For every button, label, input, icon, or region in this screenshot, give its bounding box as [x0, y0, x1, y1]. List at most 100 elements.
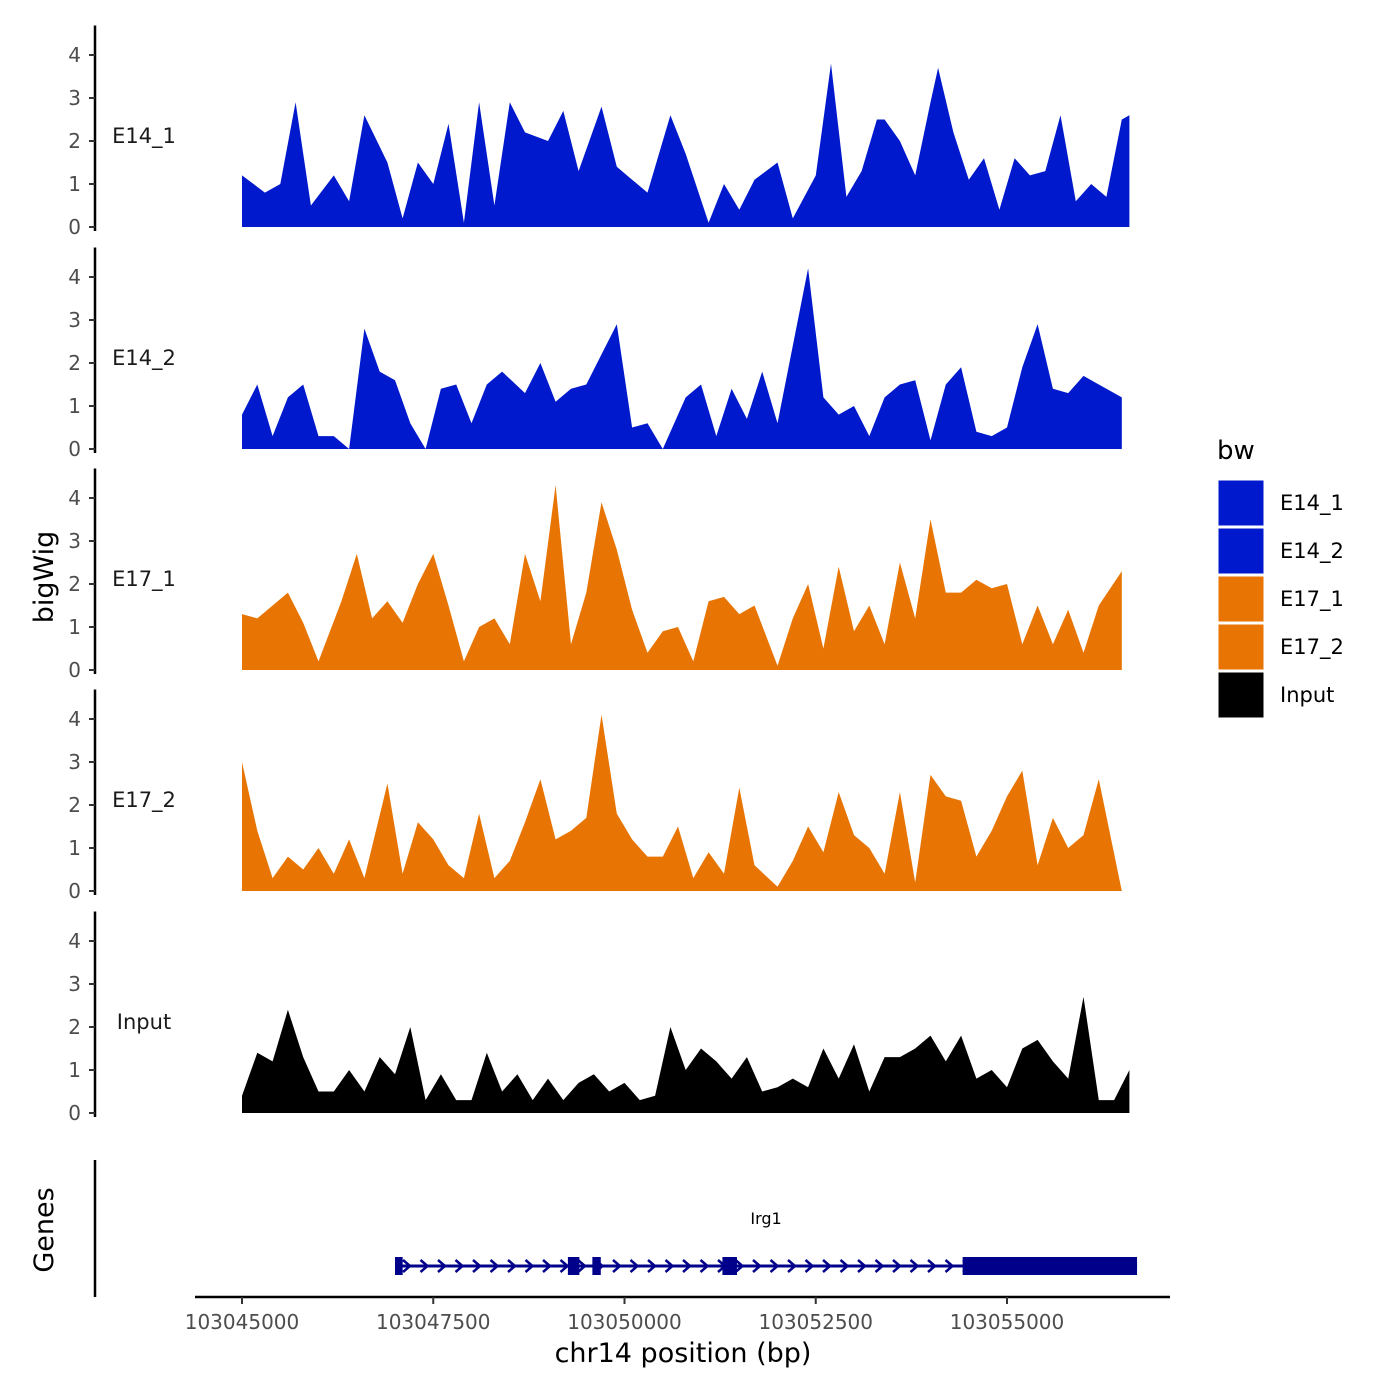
legend-entry: E17_1	[1217, 575, 1344, 623]
track-label: E14_2	[112, 346, 176, 371]
strand-arrow	[909, 1259, 920, 1273]
strand-arrow	[874, 1259, 885, 1273]
y-tick-label: 1	[68, 615, 81, 639]
x-tick-label: 103050000	[567, 1310, 682, 1334]
strand-arrow	[769, 1259, 780, 1273]
legend-entry: E14_1	[1217, 479, 1344, 527]
y-tick-label: 2	[68, 129, 81, 153]
strand-arrow	[437, 1259, 447, 1273]
legend-entry: E14_2	[1217, 527, 1344, 575]
gene-exon	[592, 1257, 601, 1275]
y-tick-label: 2	[68, 1015, 81, 1039]
strand-arrow	[647, 1259, 657, 1273]
track-e17-2: 0 1 2 3 4 E17_2	[68, 689, 1122, 903]
genes-axis-title: Genes	[29, 1187, 60, 1272]
legend-label: E17_1	[1280, 587, 1344, 612]
y-tick-label: 4	[68, 707, 81, 731]
legend-entry: E17_2	[1217, 623, 1344, 671]
strand-arrow	[559, 1259, 570, 1273]
y-tick-label: 3	[68, 308, 81, 332]
legend-entries: E14_1 E14_2 E17_1 E17_2 Input	[1217, 479, 1344, 719]
y-tick-label: 4	[68, 265, 81, 289]
genes-panel: Irg1	[93, 1160, 1138, 1297]
y-tick-label: 4	[68, 929, 81, 953]
signal-area-input	[242, 996, 1130, 1113]
y-tick-label: 0	[68, 658, 81, 682]
y-tick-label: 2	[68, 793, 81, 817]
strand-arrow	[489, 1259, 500, 1273]
strand-arrow	[892, 1259, 902, 1273]
gene-exon	[962, 1257, 1138, 1275]
strand-arrow	[664, 1259, 675, 1273]
signal-area-e14-2	[242, 268, 1122, 449]
x-tick-label: 103045000	[185, 1310, 300, 1334]
gene-irg1: Irg1	[395, 1209, 1138, 1275]
x-tick-label: 103055000	[950, 1310, 1065, 1334]
strand-arrow	[944, 1259, 955, 1273]
strand-arrow	[857, 1259, 867, 1273]
y-tick-label: 2	[68, 572, 81, 596]
y-tick-label: 4	[68, 43, 81, 67]
strand-arrow	[787, 1259, 797, 1273]
legend-entry: Input	[1217, 671, 1334, 719]
legend-label: E17_2	[1280, 635, 1344, 660]
gene-exon	[395, 1257, 403, 1275]
strand-arrow	[612, 1259, 622, 1273]
strand-arrow	[402, 1259, 412, 1273]
y-tick-label: 3	[68, 972, 81, 996]
signal-area-e14-1	[242, 63, 1130, 227]
y-tick-label: 3	[68, 86, 81, 110]
strand-arrow	[822, 1259, 832, 1273]
strand-arrow	[682, 1259, 692, 1273]
y-tick-label: 1	[68, 172, 81, 196]
strand-arrow	[752, 1259, 762, 1273]
strand-arrow	[734, 1259, 745, 1273]
track-label: E14_1	[112, 124, 176, 149]
y-tick-label: 0	[68, 437, 81, 461]
legend-label: E14_2	[1280, 539, 1344, 564]
legend-label: Input	[1280, 683, 1334, 707]
gene-name-label: Irg1	[750, 1209, 781, 1228]
y-tick-label: 1	[68, 1058, 81, 1082]
bigwig-tracks: 0 1 2 3 4 E14_1 0 1 2 3 4 E14_2 0 1 2 3 4 E17_1 0 1 2 3 4 E17_2…	[68, 25, 1130, 1125]
signal-area-e17-2	[242, 714, 1122, 891]
track-e17-1: 0 1 2 3 4 E17_1	[68, 468, 1122, 682]
strand-arrow	[804, 1259, 815, 1273]
y-tick-label: 1	[68, 394, 81, 418]
strand-arrow	[927, 1259, 937, 1273]
y-tick-label: 3	[68, 750, 81, 774]
strand-arrow	[419, 1259, 430, 1273]
y-tick-label: 3	[68, 529, 81, 553]
track-input: 0 1 2 3 4 Input	[68, 911, 1130, 1125]
gene-exon	[567, 1257, 580, 1275]
strand-arrow	[472, 1259, 482, 1273]
y-axis-title: bigWig	[29, 531, 60, 624]
y-tick-label: 2	[68, 351, 81, 375]
legend-title: bw	[1217, 436, 1255, 466]
signal-area-e17-1	[242, 485, 1122, 670]
track-label: E17_1	[112, 567, 176, 592]
legend-label: E14_1	[1280, 491, 1344, 516]
legend: bw E14_1 E14_2 E17_1 E17_2 Input	[1217, 436, 1344, 719]
strand-arrow	[839, 1259, 850, 1273]
strand-arrow	[577, 1259, 587, 1273]
strand-arrow	[524, 1259, 535, 1273]
legend-swatch	[1217, 575, 1265, 623]
x-tick-label: 103047500	[376, 1310, 491, 1334]
strand-arrow	[699, 1259, 710, 1273]
x-axis-title: chr14 position (bp)	[555, 1338, 812, 1369]
y-tick-label: 0	[68, 1101, 81, 1125]
track-label: E17_2	[112, 788, 176, 813]
x-tick-label: 103052500	[758, 1310, 873, 1334]
y-tick-label: 0	[68, 879, 81, 903]
strand-arrow	[629, 1259, 640, 1273]
x-axis: 103045000 103047500 103050000 103052500 1030…	[185, 1295, 1170, 1334]
track-e14-1: 0 1 2 3 4 E14_1	[68, 25, 1130, 239]
y-tick-label: 4	[68, 486, 81, 510]
track-e14-2: 0 1 2 3 4 E14_2	[68, 247, 1122, 461]
legend-swatch	[1217, 623, 1265, 671]
y-tick-label: 1	[68, 836, 81, 860]
strand-arrow	[454, 1259, 465, 1273]
track-label: Input	[117, 1010, 171, 1034]
